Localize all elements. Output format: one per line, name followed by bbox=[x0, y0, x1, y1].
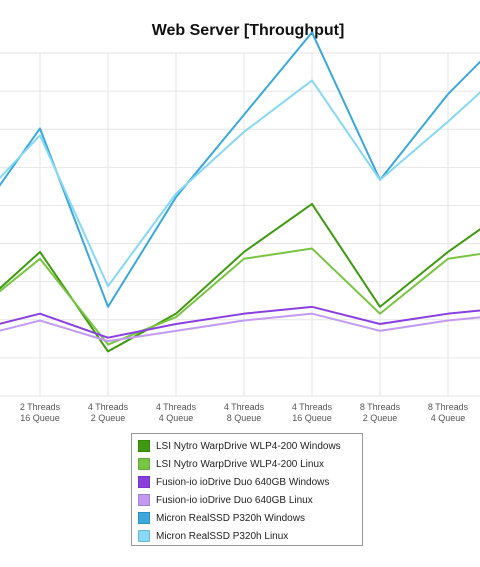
x-tick-label: 4 Queue bbox=[159, 413, 194, 423]
legend-label: Micron RealSSD P320h Windows bbox=[156, 512, 305, 524]
x-tick-label: 4 Threads bbox=[156, 402, 197, 412]
series-line-6 bbox=[0, 79, 480, 288]
x-tick-label: 4 Threads bbox=[88, 402, 129, 412]
series-lines bbox=[0, 31, 480, 353]
legend: LSI Nytro WarpDrive WLP4-200 Windows LSI … bbox=[131, 433, 363, 546]
x-tick-label: 2 Queue bbox=[363, 413, 398, 423]
legend-item: LSI Nytro WarpDrive WLP4-200 Linux bbox=[132, 455, 362, 473]
x-tick-label: 4 Threads bbox=[224, 402, 265, 412]
legend-swatch bbox=[138, 530, 150, 542]
legend-item: Micron RealSSD P320h Windows bbox=[132, 509, 362, 527]
legend-item: LSI Nytro WarpDrive WLP4-200 Windows bbox=[132, 437, 362, 455]
series-line-1 bbox=[0, 202, 480, 353]
legend-label: Fusion-io ioDrive Duo 640GB Windows bbox=[156, 476, 330, 488]
legend-item: Fusion-io ioDrive Duo 640GB Windows bbox=[132, 473, 362, 491]
series-line-2 bbox=[0, 247, 480, 346]
legend-swatch bbox=[138, 476, 150, 488]
series-line-5 bbox=[0, 31, 480, 308]
x-tick-label: 16 Queue bbox=[292, 413, 332, 423]
x-tick-label: 8 Threads bbox=[428, 402, 469, 412]
legend-swatch bbox=[138, 440, 150, 452]
x-tick-label: 4 Threads bbox=[292, 402, 333, 412]
x-tick-label: 8 Threads bbox=[360, 402, 401, 412]
legend-label: LSI Nytro WarpDrive WLP4-200 Linux bbox=[156, 458, 325, 470]
legend-label: LSI Nytro WarpDrive WLP4-200 Windows bbox=[156, 440, 341, 452]
legend-label: Fusion-io ioDrive Duo 640GB Linux bbox=[156, 494, 313, 506]
legend-swatch bbox=[138, 458, 150, 470]
legend-swatch bbox=[138, 512, 150, 524]
chart-title: Web Server [Throughput] bbox=[152, 22, 345, 39]
x-tick-label: 4 Queue bbox=[431, 413, 466, 423]
legend-item: Micron RealSSD P320h Linux bbox=[132, 527, 362, 545]
grid bbox=[0, 52, 480, 397]
x-tick-label: 16 Queue bbox=[20, 413, 60, 423]
legend-swatch bbox=[138, 494, 150, 506]
x-tick-label: 8 Queue bbox=[227, 413, 262, 423]
x-tick-label: 2 Queue bbox=[91, 413, 126, 423]
series-line-4 bbox=[0, 312, 480, 343]
series-line-3 bbox=[0, 305, 480, 339]
legend-label: Micron RealSSD P320h Linux bbox=[156, 530, 289, 542]
legend-item: Fusion-io ioDrive Duo 640GB Linux bbox=[132, 491, 362, 509]
x-tick-label: 2 Threads bbox=[20, 402, 61, 412]
